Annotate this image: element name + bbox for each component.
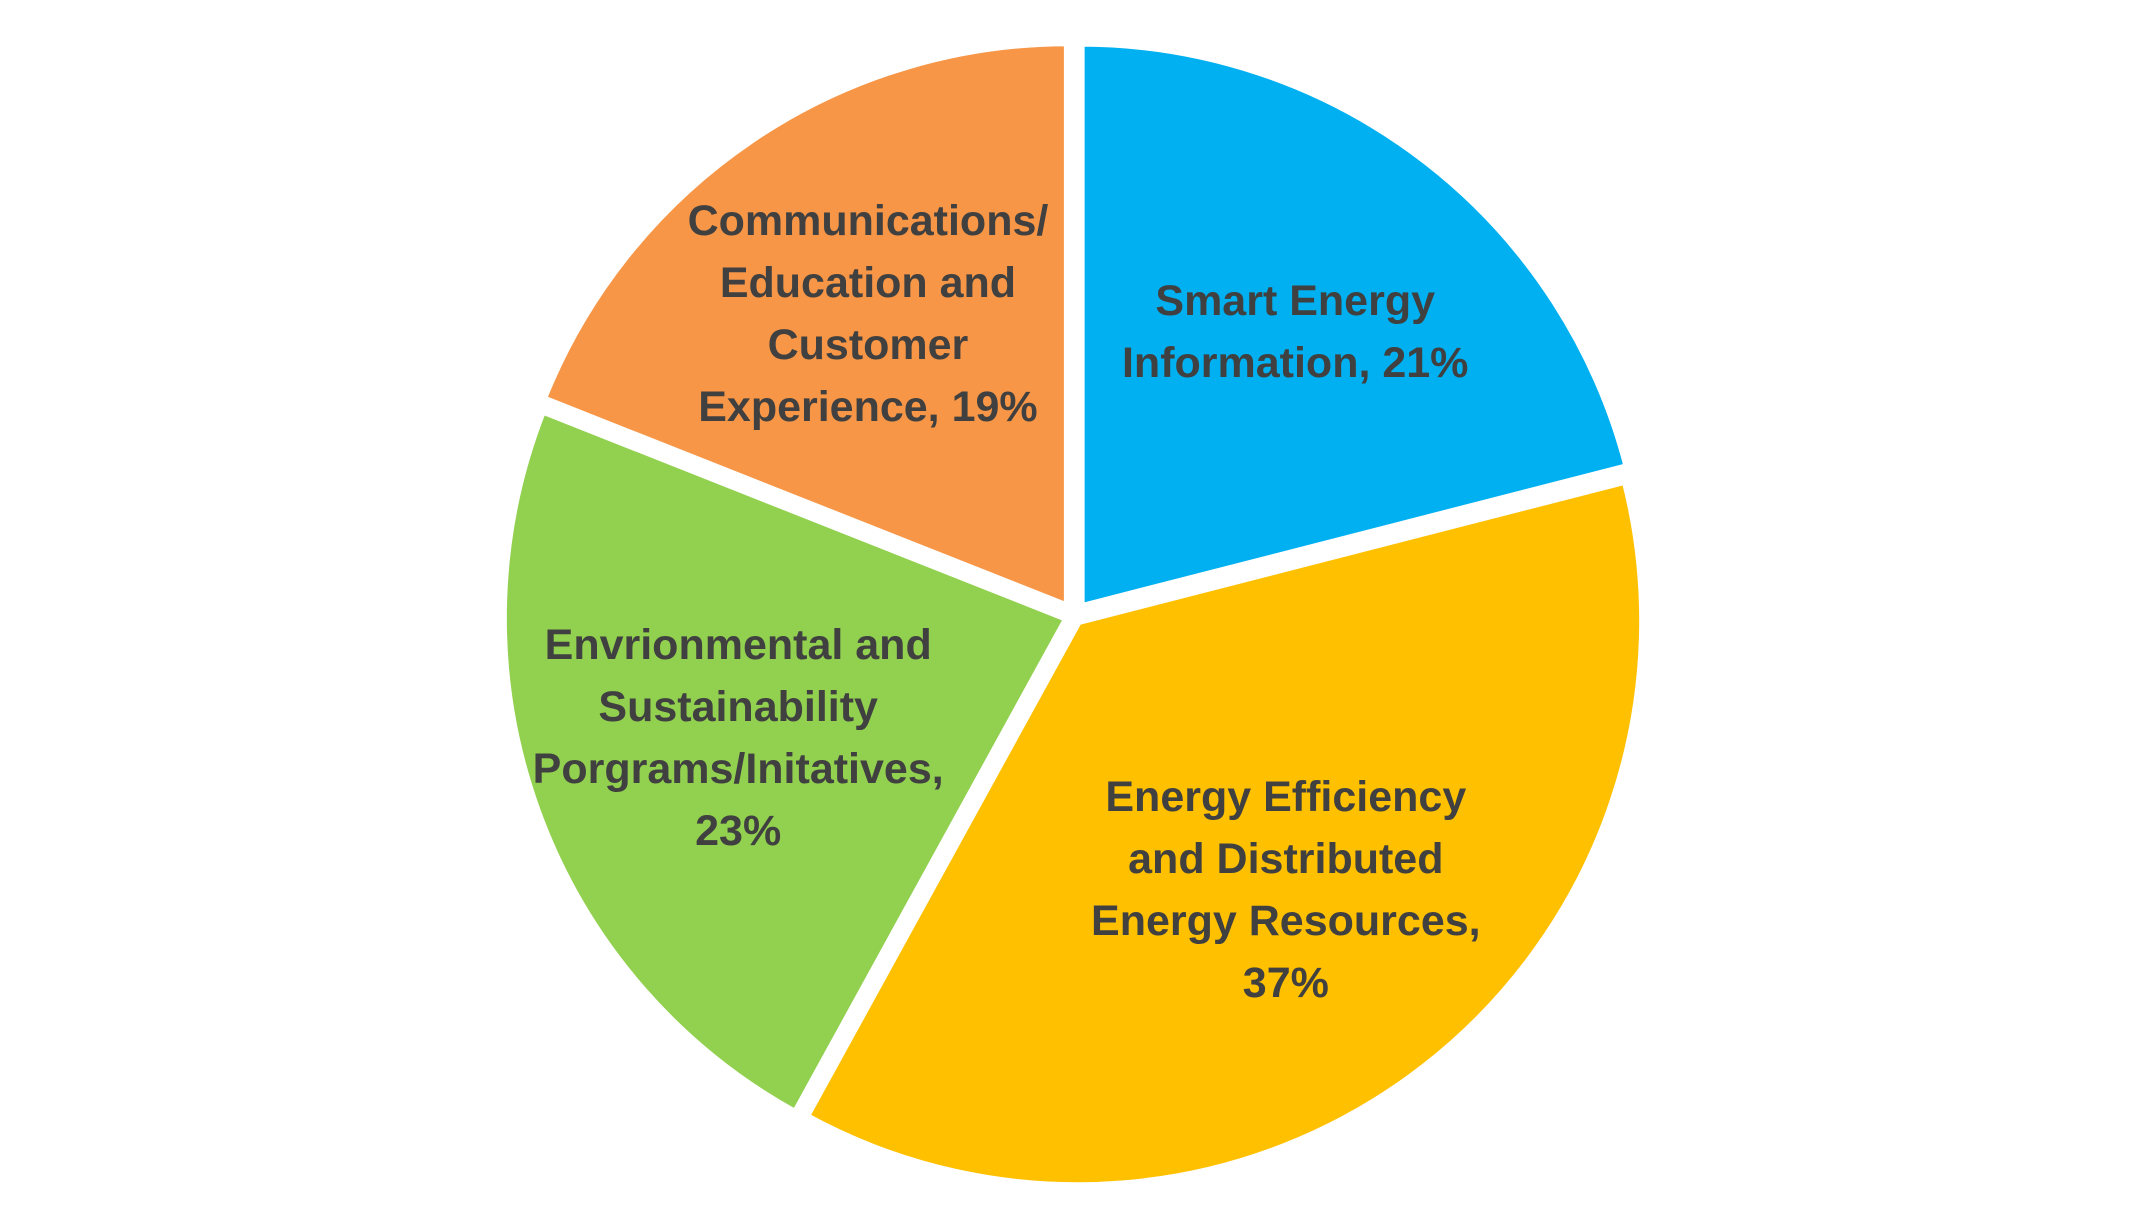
slice-label-line: Information, 21% [1122,339,1468,387]
slice-label-communications-education-and-customer-experience: Communications/Education and Customer Expe… [688,197,1049,431]
slice-label-line: Sustainability [598,683,878,731]
slice-label-line: Energy Efficiency [1105,773,1466,821]
pie-labels: Smart Energy Information, 21% Energy Effic… [533,197,1481,1007]
slice-label-line: Porgrams/Initatives, [533,745,944,793]
slice-label-line: Energy Resources, [1091,897,1481,945]
slice-label-line: 23% [695,807,781,855]
slice-label-line: Customer [768,321,969,369]
slice-label-envrionmental-and-sustainability-porgrams-initatives: Envrionmental and Sustainability Porgrams/… [533,621,944,855]
slice-label-line: Communications/ [688,197,1049,245]
slice-label-line: Smart Energy [1155,277,1435,325]
pie-slice-envrionmental-and-sustainability-porgrams-initatives [497,403,1075,1121]
pie-slices [497,37,1649,1192]
slice-label-energy-efficiency-and-distributed-energy-resources: Energy Efficiency and Distributed Energy R… [1091,773,1481,1007]
slice-label-line: Education and [720,259,1016,307]
slice-label-line: Experience, 19% [698,383,1037,431]
pie-slice-energy-efficiency-and-distributed-energy-resources [798,474,1649,1192]
slice-label-line: 37% [1243,959,1329,1007]
slice-label-line: Envrionmental and [545,621,932,669]
slice-label-smart-energy-information: Smart Energy Information, 21% [1122,277,1468,387]
pie-slice-communications-education-and-customer-experience [536,37,1073,615]
pie-slice-smart-energy-information [1075,37,1634,614]
slice-label-line: and Distributed [1128,835,1443,883]
